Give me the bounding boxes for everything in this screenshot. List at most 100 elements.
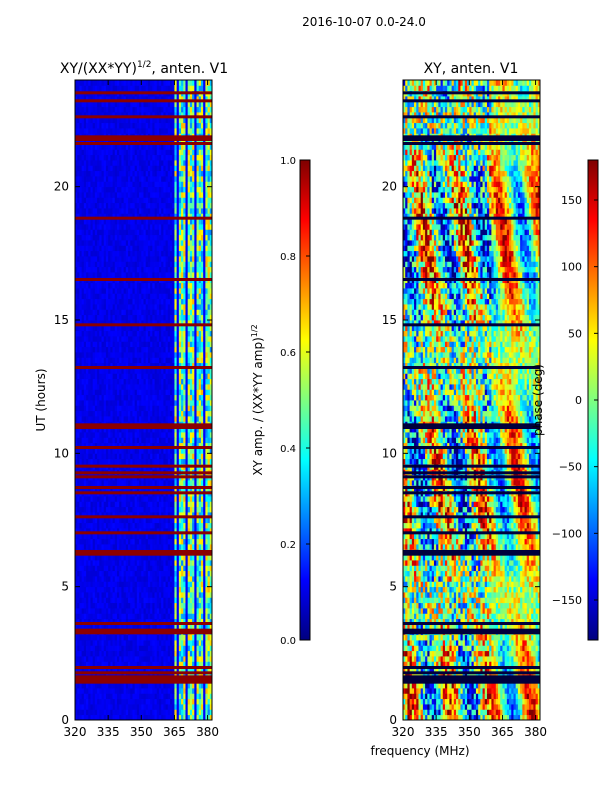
- heatmap-cell: [147, 426, 151, 433]
- heatmap-cell: [103, 453, 107, 460]
- heatmap-cell: [152, 416, 155, 422]
- heatmap-cell: [176, 426, 180, 433]
- heatmap-cell: [194, 314, 197, 321]
- heatmap-cell: [114, 693, 118, 700]
- heatmap-cell: [77, 389, 80, 396]
- heatmap-cell: [77, 581, 80, 588]
- heatmap-cell: [94, 480, 98, 486]
- heatmap-cell: [119, 384, 122, 390]
- heatmap-cell: [178, 389, 182, 396]
- heatmap-cell: [128, 506, 131, 513]
- heatmap-cell: [183, 709, 186, 716]
- heatmap-cell: [103, 442, 107, 449]
- heatmap-cell: [88, 640, 91, 646]
- heatmap-cell: [170, 704, 173, 710]
- heatmap-cell: [134, 384, 138, 390]
- heatmap-cell: [132, 432, 136, 438]
- heatmap-cell: [132, 373, 136, 380]
- heatmap-cell: [183, 581, 186, 588]
- heatmap-cell: [156, 634, 160, 641]
- heatmap-cell: [181, 693, 184, 700]
- heatmap-cell: [163, 506, 166, 513]
- heatmap-cell: [181, 453, 184, 460]
- heatmap-cell: [207, 496, 211, 502]
- heatmap-cell: [123, 592, 127, 598]
- heatmap-cell: [139, 320, 142, 326]
- heatmap-cell: [207, 528, 211, 534]
- heatmap-cell: [86, 618, 89, 625]
- heatmap-cell: [132, 394, 136, 401]
- heatmap-cell: [207, 432, 211, 438]
- heatmap-cell: [75, 352, 78, 358]
- heatmap-cell: [178, 640, 182, 646]
- heatmap-cell: [79, 538, 83, 545]
- heatmap-cell: [86, 336, 89, 342]
- heatmap-cell: [181, 656, 184, 662]
- heatmap-cell: [189, 554, 193, 561]
- heatmap-cell: [167, 554, 171, 561]
- heatmap-cell: [121, 714, 125, 720]
- heatmap-cell: [121, 698, 125, 705]
- heatmap-cell: [167, 336, 171, 342]
- heatmap-cell: [172, 533, 175, 540]
- heatmap-cell: [110, 448, 113, 454]
- heatmap-cell: [79, 357, 83, 364]
- heatmap-cell: [196, 650, 200, 657]
- heatmap-cell: [114, 656, 118, 662]
- heatmap-cell: [189, 373, 193, 380]
- heatmap-cell: [119, 378, 122, 385]
- heatmap-cell: [185, 442, 189, 449]
- heatmap-cell: [75, 346, 78, 353]
- heatmap-cell: [196, 293, 200, 300]
- heatmap-cell: [209, 554, 212, 561]
- heatmap-cell: [156, 480, 160, 486]
- heatmap-cell: [143, 714, 147, 720]
- heatmap-cell: [92, 613, 96, 620]
- heatmap-cell: [205, 586, 208, 593]
- heatmap-cell: [121, 650, 125, 657]
- heatmap-cell: [165, 389, 169, 396]
- heatmap-cell: [158, 538, 162, 545]
- heatmap-cell: [108, 346, 111, 353]
- heatmap-cell: [121, 645, 125, 652]
- heatmap-cell: [136, 645, 140, 652]
- heatmap-cell: [114, 458, 118, 465]
- heatmap-cell: [114, 325, 118, 332]
- heatmap-cell: [112, 346, 116, 353]
- heatmap-cell: [132, 480, 136, 486]
- heatmap-cell: [130, 650, 133, 657]
- heatmap-cell: [116, 378, 120, 385]
- heatmap-cell: [158, 554, 162, 561]
- heatmap-cell: [141, 501, 144, 508]
- heatmap-cell: [83, 682, 87, 689]
- heatmap-cell: [136, 640, 140, 646]
- heatmap-cell: [92, 309, 96, 316]
- heatmap-cell: [119, 330, 122, 337]
- heatmap-cell: [172, 650, 175, 657]
- heatmap-cell: [97, 373, 100, 380]
- heatmap-cell: [156, 528, 160, 534]
- heatmap-cell: [112, 410, 116, 417]
- heatmap-cell: [207, 618, 211, 625]
- heatmap-cell: [163, 533, 166, 540]
- heatmap-cell: [176, 453, 180, 460]
- heatmap-cell: [181, 565, 184, 572]
- heatmap-cell: [161, 512, 164, 518]
- heatmap-cell: [114, 384, 118, 390]
- heatmap-cell: [178, 554, 182, 561]
- heatmap-cell: [77, 341, 80, 348]
- heatmap-cell: [187, 661, 191, 668]
- heatmap-cell: [114, 554, 118, 561]
- heatmap-cell: [75, 517, 78, 524]
- heatmap-cell: [112, 538, 116, 545]
- heatmap-cell: [209, 592, 212, 598]
- heatmap-cell: [209, 645, 212, 652]
- heatmap-cell: [75, 304, 78, 310]
- heatmap-cell: [94, 378, 98, 385]
- heatmap-cell: [187, 368, 191, 374]
- heatmap-cell: [141, 672, 144, 678]
- heatmap-cell: [158, 426, 162, 433]
- heatmap-cell: [83, 352, 87, 358]
- heatmap-cell: [77, 448, 80, 454]
- heatmap-cell: [178, 693, 182, 700]
